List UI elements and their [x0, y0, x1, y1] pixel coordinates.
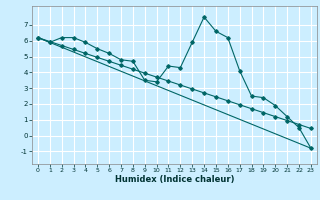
- X-axis label: Humidex (Indice chaleur): Humidex (Indice chaleur): [115, 175, 234, 184]
